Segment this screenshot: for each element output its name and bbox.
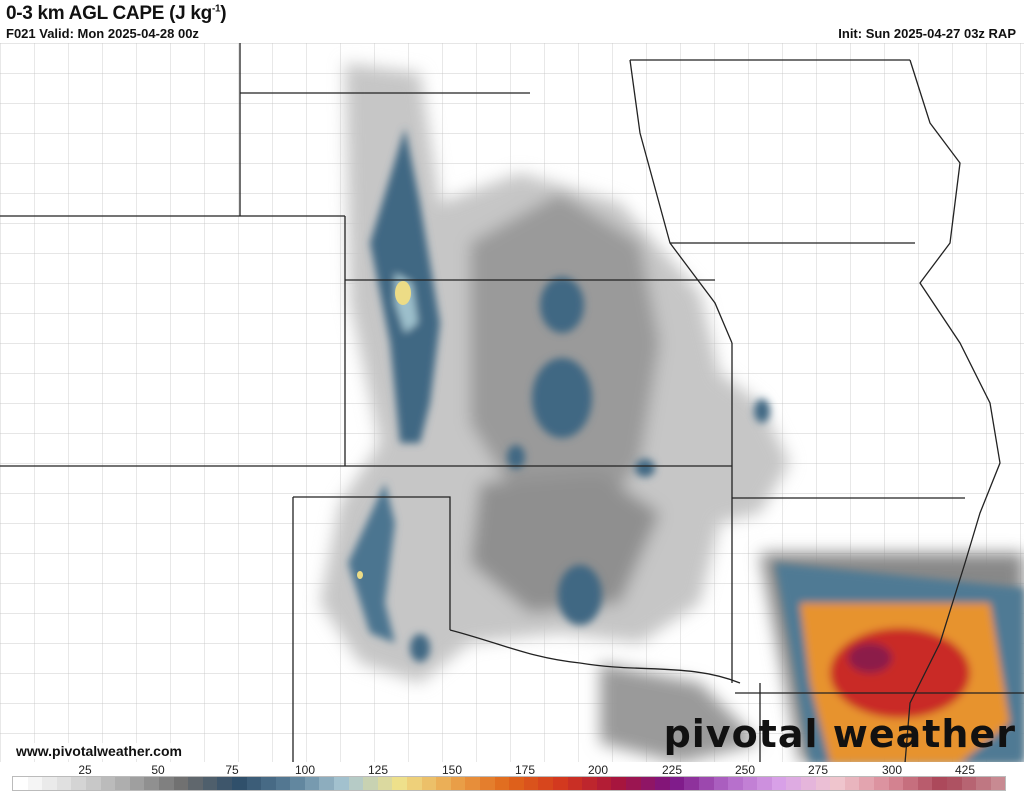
colorbar-swatch xyxy=(275,777,291,790)
colorbar-label: 25 xyxy=(78,763,92,777)
colorbar-swatch xyxy=(144,777,159,790)
colorbar-swatch xyxy=(173,777,189,790)
colorbar-swatch xyxy=(976,777,991,790)
colorbar-labels: 25 50 75 100 125 150 175 200 225 250 275 300 425 xyxy=(0,762,1024,777)
cape-yellow-spot xyxy=(357,571,363,579)
colorbar-swatch xyxy=(421,777,437,790)
colorbar-swatch xyxy=(129,777,145,790)
colorbar-swatch xyxy=(363,777,378,790)
colorbar-swatch xyxy=(261,777,276,790)
colorbar-swatch xyxy=(874,777,889,790)
colorbar-swatch xyxy=(480,777,495,790)
colorbar-swatch xyxy=(436,777,451,790)
valid-time: F021 Valid: Mon 2025-04-28 00z xyxy=(6,26,199,41)
colorbar-swatch xyxy=(188,777,203,790)
colorbar-swatch xyxy=(348,777,364,790)
colorbar-swatch xyxy=(728,777,743,790)
colorbar-label: 175 xyxy=(514,763,536,777)
colorbar-swatch xyxy=(85,777,101,790)
colorbar-swatch xyxy=(319,777,335,790)
colorbar-swatch xyxy=(42,777,57,790)
colorbar-swatch xyxy=(742,777,758,790)
colorbar-swatch xyxy=(158,777,174,790)
colorbar-swatch xyxy=(655,777,670,790)
colorbar-swatch xyxy=(100,777,116,790)
colorbar-swatch xyxy=(947,777,962,790)
colorbar-swatch xyxy=(115,777,130,790)
colorbar-swatch xyxy=(407,777,422,790)
cape-map xyxy=(0,43,1024,763)
colorbar-swatch xyxy=(450,777,466,790)
init-time: Init: Sun 2025-04-27 03z RAP xyxy=(838,26,1016,41)
website-link[interactable]: www.pivotalweather.com xyxy=(14,743,184,759)
cape-yellow-spot xyxy=(395,281,411,305)
colorbar-swatch xyxy=(494,777,510,790)
colorbar-label: 100 xyxy=(294,763,316,777)
colorbar-swatch xyxy=(859,777,875,790)
colorbar-swatch xyxy=(465,777,480,790)
colorbar-swatch xyxy=(334,777,349,790)
colorbar-label: 125 xyxy=(367,763,389,777)
colorbar-swatch xyxy=(71,777,86,790)
colorbar-swatch xyxy=(625,777,641,790)
colorbar-swatch xyxy=(801,777,816,790)
colorbar-swatch xyxy=(844,777,860,790)
colorbar-swatch xyxy=(392,777,408,790)
colorbar-swatch xyxy=(830,777,845,790)
state-borders xyxy=(0,43,1024,763)
colorbar-swatch xyxy=(56,777,72,790)
colorbar-swatch xyxy=(290,777,305,790)
colorbar-label: 150 xyxy=(441,763,463,777)
colorbar-swatch xyxy=(684,777,699,790)
colorbar-label: 225 xyxy=(661,763,683,777)
colorbar-swatch xyxy=(596,777,612,790)
colorbar-swatch xyxy=(903,777,918,790)
chart-title: 0-3 km AGL CAPE (J kg-1) xyxy=(6,3,227,25)
title-close: ) xyxy=(220,3,227,24)
colorbar-swatch xyxy=(786,777,802,790)
colorbar-swatch xyxy=(669,777,685,790)
colorbar-swatch xyxy=(888,777,904,790)
colorbar-swatch xyxy=(304,777,320,790)
colorbar-swatch xyxy=(13,777,28,790)
colorbar-swatch xyxy=(611,777,626,790)
colorbar-label: 425 xyxy=(954,763,976,777)
colorbar-swatch xyxy=(757,777,772,790)
colorbar-swatch xyxy=(231,777,247,790)
colorbar-swatch xyxy=(27,777,43,790)
colorbar: 25 50 75 100 125 150 175 200 225 250 275 300 425 xyxy=(0,762,1024,791)
colorbar-boxes xyxy=(12,776,1007,791)
colorbar-label: 75 xyxy=(225,763,239,777)
colorbar-swatch xyxy=(246,777,262,790)
colorbar-label: 250 xyxy=(734,763,756,777)
title-text: 0-3 km AGL CAPE (J kg xyxy=(6,3,212,24)
colorbar-label: 275 xyxy=(807,763,829,777)
colorbar-swatch xyxy=(815,777,831,790)
colorbar-swatch xyxy=(582,777,597,790)
colorbar-label: 50 xyxy=(151,763,165,777)
colorbar-swatch xyxy=(523,777,539,790)
colorbar-swatch xyxy=(771,777,787,790)
colorbar-label: 200 xyxy=(587,763,609,777)
colorbar-swatch xyxy=(217,777,232,790)
colorbar-swatch xyxy=(990,777,1006,790)
colorbar-swatch xyxy=(932,777,947,790)
colorbar-swatch xyxy=(961,777,977,790)
title-unit-exponent: -1 xyxy=(211,3,221,15)
colorbar-label: 300 xyxy=(881,763,903,777)
colorbar-swatch xyxy=(713,777,729,790)
colorbar-swatch xyxy=(698,777,714,790)
colorbar-swatch xyxy=(509,777,524,790)
colorbar-swatch xyxy=(917,777,933,790)
colorbar-swatch xyxy=(567,777,583,790)
colorbar-swatch xyxy=(538,777,553,790)
colorbar-swatch xyxy=(552,777,568,790)
pivotal-weather-logo: pivotal weather xyxy=(663,712,1016,756)
colorbar-swatch xyxy=(640,777,656,790)
colorbar-swatch xyxy=(202,777,218,790)
colorbar-swatch xyxy=(377,777,393,790)
